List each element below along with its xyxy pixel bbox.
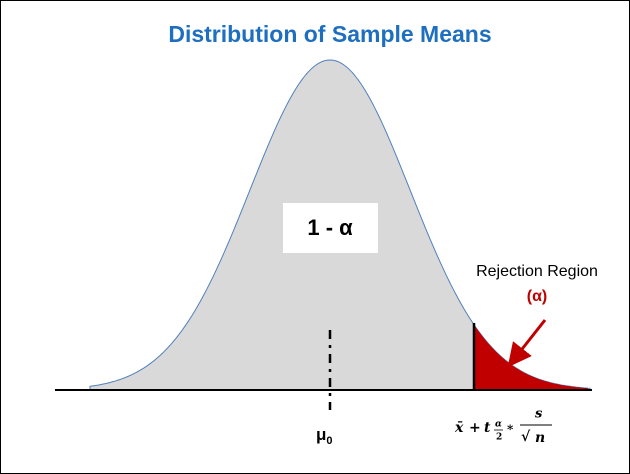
mean-subscript: 0 xyxy=(326,435,332,447)
formula-root: √ xyxy=(521,429,531,445)
acceptance-box xyxy=(283,203,378,253)
rejection-arrow xyxy=(507,319,547,368)
formula-sub-den: 2 xyxy=(496,433,502,443)
formula-den: n xyxy=(535,430,545,446)
title: Distribution of Sample Means xyxy=(168,21,491,47)
formula-num: s xyxy=(535,407,543,422)
critical-formula: x̄ + t α 2 * s √ n xyxy=(454,407,552,446)
mean-label: μ0 xyxy=(316,425,333,446)
formula-plus: + xyxy=(469,420,481,436)
rejection-area xyxy=(474,324,588,390)
rejection-label: Rejection Region xyxy=(476,263,598,280)
formula-t: t xyxy=(484,420,491,436)
rejection-alpha: (α) xyxy=(527,288,548,305)
acceptance-label: 1 - α xyxy=(307,215,353,240)
formula-times: * xyxy=(507,423,514,437)
mean-symbol: μ xyxy=(316,425,326,444)
formula-sub-num: α xyxy=(495,420,502,430)
formula-xbar: x̄ xyxy=(454,420,464,436)
